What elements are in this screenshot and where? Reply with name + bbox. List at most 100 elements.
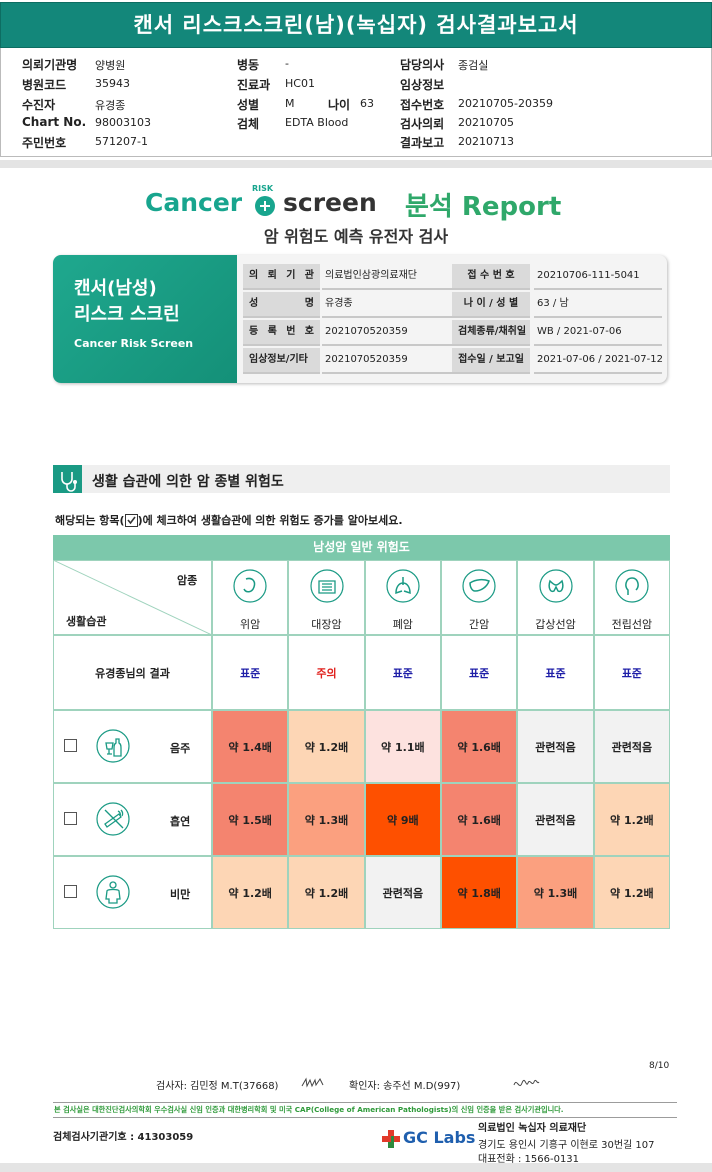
card-label: 의 뢰 기 관 xyxy=(243,264,320,290)
cancer-header xyxy=(593,560,670,635)
signature xyxy=(301,1077,324,1088)
field-label: 담당의사 xyxy=(400,58,445,72)
card-row: 성 명 유경종 나 이 / 성 별 63 / 남 xyxy=(240,292,662,318)
corner-top: 암종 xyxy=(177,574,198,587)
habit-name: 흡연 xyxy=(170,814,191,828)
cancer-name: 대장암 xyxy=(311,618,342,631)
cancer-icon xyxy=(538,569,573,603)
page-number: 8/10 xyxy=(649,1061,670,1071)
instruction: 해당되는 항목( )에 체크하여 생활습관에 의한 위험도 증가를 알아보세요. xyxy=(55,512,403,528)
field-value: 유경종 xyxy=(95,99,126,112)
cancer-icon xyxy=(386,569,420,603)
notice-frame xyxy=(53,1102,677,1118)
cancer-header xyxy=(441,560,518,635)
field-label: 주민번호 xyxy=(22,136,67,150)
field-label: 결과보고 xyxy=(400,136,445,150)
field-label: 검사의뢰 xyxy=(400,117,445,131)
risk-cell: 관련적음 xyxy=(517,783,594,856)
check-icon xyxy=(124,513,138,527)
risk-cell: 약 1.5배 xyxy=(212,783,289,856)
subtitle: 암 위험도 예측 유전자 검사 xyxy=(263,227,449,246)
card-value: 20210706-111-5041 xyxy=(534,264,662,290)
corner-diagonal xyxy=(53,560,212,635)
section-icon xyxy=(53,465,82,493)
card-label: 검체종류/채취일 xyxy=(452,320,530,346)
risk-cell: 약 1.6배 xyxy=(441,783,518,856)
risk-cell: 약 1.2배 xyxy=(593,856,670,929)
field-value: 20210713 xyxy=(458,135,514,148)
risk-cell: 약 1.3배 xyxy=(517,856,594,929)
cancer-icon xyxy=(615,569,649,603)
field-label: 성별 xyxy=(237,98,260,112)
card-title: 캔서(남성) xyxy=(74,278,157,299)
risk-cell: 약 1.6배 xyxy=(441,710,518,783)
risk-cell: 약 1.2배 xyxy=(593,783,670,856)
org: 의료법인 녹십자 의료재단 xyxy=(478,1123,587,1134)
cancer-name: 갑상선암 xyxy=(535,618,576,631)
report-title: 캔서 리스크스크린(남)(녹십자) 검사결과보고서 xyxy=(0,2,712,48)
institution-code: 검체검사기관기호 : 41303059 xyxy=(53,1132,194,1143)
result-value: 표준 xyxy=(441,635,518,710)
field-label: 나이 xyxy=(328,98,351,112)
confirmer: 확인자: 송주선 M.D(997) xyxy=(349,1081,461,1092)
cancer-icon xyxy=(233,569,267,603)
field-value: 20210705-20359 xyxy=(458,97,553,110)
field-label: 수진자 xyxy=(22,98,56,112)
habit-cell xyxy=(53,710,212,783)
field-value: 35943 xyxy=(95,77,130,90)
field-label: 접수번호 xyxy=(400,98,445,112)
corner-bottom: 생활습관 xyxy=(66,615,107,628)
habit-icon xyxy=(96,728,130,763)
logo-risk: RISK xyxy=(252,184,274,193)
logo-screen: screen xyxy=(283,188,377,217)
logo-mark xyxy=(255,196,275,216)
checkbox[interactable] xyxy=(64,738,77,752)
card-row: 임상정보/기타 2021070520359 접수일 / 보고일 2021-07-06 … xyxy=(240,348,662,374)
divider xyxy=(0,160,712,168)
card-value: 유경종 xyxy=(322,292,452,318)
card-value: 63 / 남 xyxy=(534,292,662,318)
card-label: 임상정보/기타 xyxy=(243,348,320,374)
field-value: 20210705 xyxy=(458,116,514,129)
risk-cell: 약 1.2배 xyxy=(288,856,365,929)
card-label: 나 이 / 성 별 xyxy=(452,292,530,318)
card-value: 2021-07-06 / 2021-07-12 xyxy=(534,348,662,374)
cancer-name: 폐암 xyxy=(392,618,413,631)
corner-cell xyxy=(53,560,212,635)
card-value: 2021070520359 xyxy=(322,320,452,346)
section-bar xyxy=(53,465,670,493)
phone: 대표전화 : 1566-0131 xyxy=(478,1154,580,1165)
card-english: Cancer Risk Screen xyxy=(74,337,194,350)
table-title: 남성암 일반 위험도 xyxy=(53,535,670,560)
field-label: 검체 xyxy=(237,117,260,131)
card-value: 의료법인삼광의료재단 xyxy=(322,264,452,290)
address: 경기도 용인시 기흥구 이현로 30번길 107 xyxy=(478,1140,655,1151)
field-value: 98003103 xyxy=(95,116,151,129)
field-label: 진료과 xyxy=(237,78,271,92)
risk-cell: 약 1.8배 xyxy=(441,856,518,929)
cancer-header xyxy=(212,560,289,635)
brand: GC Labs xyxy=(403,1128,476,1147)
habit-cell xyxy=(53,856,212,929)
field-label: 임상정보 xyxy=(400,78,445,92)
risk-cell: 관련적음 xyxy=(517,710,594,783)
habit-icon xyxy=(96,801,130,836)
risk-cell: 약 1.3배 xyxy=(288,783,365,856)
notice: 본 검사실은 대한진단검사의학회 우수검사실 신임 인증과 대한병리학회 및 미… xyxy=(54,1105,564,1114)
habit-icon xyxy=(96,874,130,909)
cancer-icon xyxy=(462,569,496,603)
risk-cell: 약 1.2배 xyxy=(212,856,289,929)
section-title: 생활 습관에 의한 암 종별 위험도 xyxy=(92,474,284,490)
field-value: 63 xyxy=(360,97,374,110)
result-label: 유경종님의 결과 xyxy=(53,635,212,710)
field-label: 병원코드 xyxy=(22,78,67,92)
checkbox[interactable] xyxy=(64,884,77,898)
inspector: 검사자: 김민정 M.T(37668) xyxy=(156,1081,279,1092)
instruction-text: 해당되는 항목( xyxy=(55,514,125,527)
checkbox[interactable] xyxy=(64,811,77,825)
field-label: 의뢰기관명 xyxy=(22,58,78,72)
gc-logo xyxy=(382,1130,400,1148)
habit-name: 음주 xyxy=(170,741,191,755)
logo-cancer: Cancer xyxy=(145,188,243,217)
